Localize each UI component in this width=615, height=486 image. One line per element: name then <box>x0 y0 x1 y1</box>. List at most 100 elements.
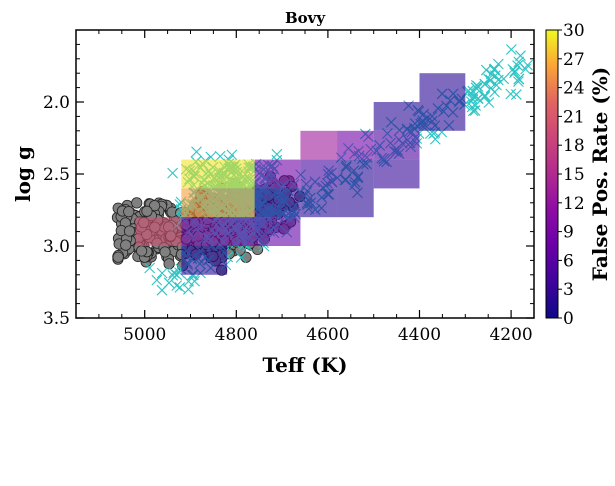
cross-marker <box>485 82 497 94</box>
y-tick-label: 2.5 <box>43 165 70 185</box>
colorbar-tick-label: 6 <box>563 251 574 271</box>
cross-marker <box>472 81 484 92</box>
cross-marker <box>429 133 441 145</box>
circle-marker <box>120 239 132 251</box>
colorbar-label: False Pos. Rate (%) <box>588 67 612 282</box>
cross-marker <box>167 167 179 179</box>
cross-marker <box>226 149 238 161</box>
cross-marker <box>512 76 524 88</box>
x-tick-label: 4800 <box>215 325 258 345</box>
colorbar-tick-label: 3 <box>563 280 574 300</box>
cross-marker <box>472 93 484 104</box>
heatmap-cell <box>181 159 255 189</box>
cross-marker <box>189 275 200 287</box>
heatmap-cell <box>300 159 338 189</box>
colorbar-tick-label: 27 <box>563 50 585 70</box>
heatmap-cell <box>135 217 182 246</box>
y-tick-label: 3.0 <box>43 237 70 257</box>
cross-marker <box>485 68 497 80</box>
cross-marker <box>483 97 495 108</box>
cross-marker <box>271 148 283 160</box>
heatmap-cell <box>373 159 420 189</box>
heatmap-cell <box>373 130 420 160</box>
heatmap-cell <box>300 188 338 218</box>
cross-marker <box>467 105 479 117</box>
x-tick-label: 4400 <box>398 325 441 345</box>
circle-marker <box>123 225 136 237</box>
y-tick-label: 2.0 <box>43 93 70 113</box>
cross-marker <box>191 146 202 158</box>
circle-marker <box>123 206 135 218</box>
heatmap-cell <box>373 102 420 131</box>
chart-title: Bovy <box>285 9 326 27</box>
cross-marker <box>156 267 168 279</box>
x-axis: 5000 4800 4600 4400 4200 <box>98 30 535 345</box>
colorbar-tick-label: 21 <box>563 107 585 127</box>
y-tick-label: 3.5 <box>43 309 70 329</box>
heatmap-cell <box>254 217 301 246</box>
cross-marker <box>480 64 492 76</box>
circle-marker <box>112 251 124 263</box>
cross-marker <box>479 90 491 101</box>
cross-marker <box>536 62 546 72</box>
x-tick-label: 5000 <box>123 325 166 345</box>
cross-marker <box>520 63 531 75</box>
circle-marker <box>141 205 153 217</box>
cross-marker <box>505 88 517 100</box>
cross-marker <box>507 64 519 75</box>
cross-marker <box>171 269 182 281</box>
colorbar-tick-label: 0 <box>563 309 574 329</box>
circle-marker <box>163 258 175 270</box>
cross-marker <box>492 58 504 70</box>
cross-marker <box>183 284 194 295</box>
colorbar-ticks: 0 3 6 9 12 15 18 21 24 27 30 <box>558 21 585 329</box>
cross-marker <box>235 252 247 263</box>
cross-marker <box>151 274 163 286</box>
x-tick-label: 4600 <box>306 325 349 345</box>
cross-marker <box>505 44 517 55</box>
heatmap-cell <box>181 217 255 246</box>
heatmap-cell <box>337 159 374 218</box>
heatmap-cells <box>135 73 466 275</box>
cross-marker <box>183 275 194 287</box>
x-axis-label: Teff (K) <box>263 353 348 377</box>
cross-marker <box>167 270 179 281</box>
heatmap-cell <box>337 130 374 160</box>
cross-marker <box>144 262 156 274</box>
heatmap-cell <box>254 159 301 189</box>
colorbar-tick-label: 24 <box>563 79 585 99</box>
cross-marker <box>479 91 491 103</box>
circle-marker <box>131 197 143 209</box>
cross-marker <box>509 67 520 79</box>
heatmap-cell <box>300 130 338 160</box>
colorbar-tick-label: 12 <box>563 194 585 214</box>
plot-area <box>111 44 546 296</box>
colorbar-tick-label: 9 <box>563 223 574 243</box>
circle-marker <box>159 246 171 258</box>
cross-marker <box>513 73 525 85</box>
y-axis: 2.0 2.5 3.0 3.5 <box>43 43 534 329</box>
cross-marker <box>491 79 502 91</box>
circle-marker <box>148 200 161 212</box>
cross-marker <box>465 96 477 108</box>
heatmap-cell <box>254 188 301 218</box>
colorbar-tick-label: 30 <box>563 21 585 41</box>
cross-marker <box>479 78 491 90</box>
heatmap-cell <box>181 188 255 218</box>
colorbar-tick-label: 15 <box>563 165 585 185</box>
cross-marker <box>174 281 186 293</box>
heatmap-cell <box>419 73 466 131</box>
colorbar <box>545 29 559 319</box>
cross-marker <box>515 50 526 62</box>
cross-marker <box>171 280 183 291</box>
cross-marker <box>469 105 481 116</box>
cross-marker <box>510 89 522 100</box>
circle-marker <box>136 245 148 257</box>
heatmap-cell <box>181 246 228 275</box>
y-axis-label: log g <box>11 146 35 202</box>
x-tick-label: 4200 <box>489 325 532 345</box>
colorbar-tick-label: 18 <box>563 136 585 156</box>
cross-marker <box>512 60 524 71</box>
cross-marker <box>522 59 533 71</box>
